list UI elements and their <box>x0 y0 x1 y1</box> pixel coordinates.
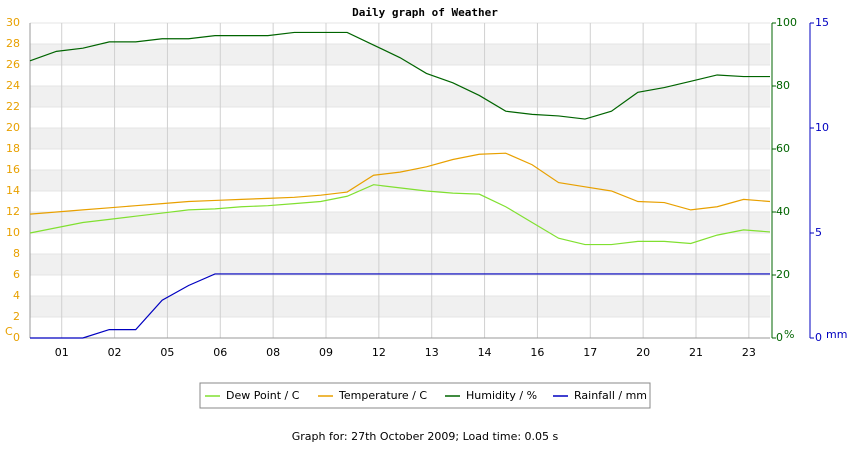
y-tick-label: 0 <box>13 331 20 344</box>
y-tick-label: 28 <box>6 37 20 50</box>
y-tick-label: 4 <box>13 289 20 302</box>
y-tick-label: 8 <box>13 247 20 260</box>
y3-tick-label: 5 <box>815 226 822 239</box>
x-tick-label: 14 <box>478 346 492 359</box>
series-line <box>30 273 770 339</box>
y2-axis-label: % <box>784 328 794 341</box>
legend-label: Humidity / % <box>466 389 537 402</box>
x-tick-label: 21 <box>689 346 703 359</box>
y-tick-label: 12 <box>6 205 20 218</box>
y-tick-label: 16 <box>6 163 20 176</box>
x-tick-label: 09 <box>319 346 333 359</box>
chart-title: Daily graph of Weather <box>352 6 498 19</box>
x-tick-label: 20 <box>636 346 650 359</box>
x-tick-label: 05 <box>160 346 174 359</box>
grid-band <box>30 212 770 233</box>
grid-band <box>30 86 770 107</box>
x-tick-label: 23 <box>742 346 756 359</box>
y-tick-label: 24 <box>6 79 20 92</box>
series-line <box>29 152 771 215</box>
y3-tick-label: 0 <box>815 331 822 344</box>
y-tick-label: 6 <box>13 268 20 281</box>
series-line <box>29 31 770 120</box>
y2-tick-label: 100 <box>776 16 797 29</box>
x-tick-label: 06 <box>213 346 227 359</box>
y2-tick-label: 60 <box>776 142 790 155</box>
x-tick-label: 02 <box>108 346 122 359</box>
grid-band <box>30 254 770 275</box>
y2-tick-label: 80 <box>776 79 790 92</box>
x-tick-label: 17 <box>583 346 597 359</box>
y-tick-label: 18 <box>6 142 20 155</box>
grid-band <box>30 128 770 149</box>
y3-axis-label: mm <box>826 328 847 341</box>
y3-tick-label: 15 <box>815 16 829 29</box>
legend-label: Temperature / C <box>338 389 427 402</box>
grid-band <box>30 170 770 191</box>
y-tick-label: 22 <box>6 100 20 113</box>
y-tick-label: 10 <box>6 226 20 239</box>
y2-tick-label: 40 <box>776 205 790 218</box>
grid-band <box>30 296 770 317</box>
y2-tick-label: 20 <box>776 268 790 281</box>
y-axis-label: C <box>5 325 13 338</box>
y-tick-label: 26 <box>6 58 20 71</box>
x-tick-label: 12 <box>372 346 386 359</box>
legend-label: Dew Point / C <box>226 389 300 402</box>
legend-label: Rainfall / mm <box>574 389 647 402</box>
x-tick-label: 16 <box>530 346 544 359</box>
y-tick-label: 30 <box>6 16 20 29</box>
y-tick-label: 2 <box>13 310 20 323</box>
x-tick-label: 08 <box>266 346 280 359</box>
footer: Graph for: 27th October 2009; Load time:… <box>292 430 559 443</box>
x-tick-label: 13 <box>425 346 439 359</box>
grid-band <box>30 44 770 65</box>
legend-box <box>199 382 651 409</box>
y2-tick-label: 0 <box>776 331 783 344</box>
series-line <box>29 184 771 246</box>
y3-tick-label: 10 <box>815 121 829 134</box>
y-tick-label: 14 <box>6 184 20 197</box>
x-tick-label: 01 <box>55 346 69 359</box>
y-tick-label: 20 <box>6 121 20 134</box>
